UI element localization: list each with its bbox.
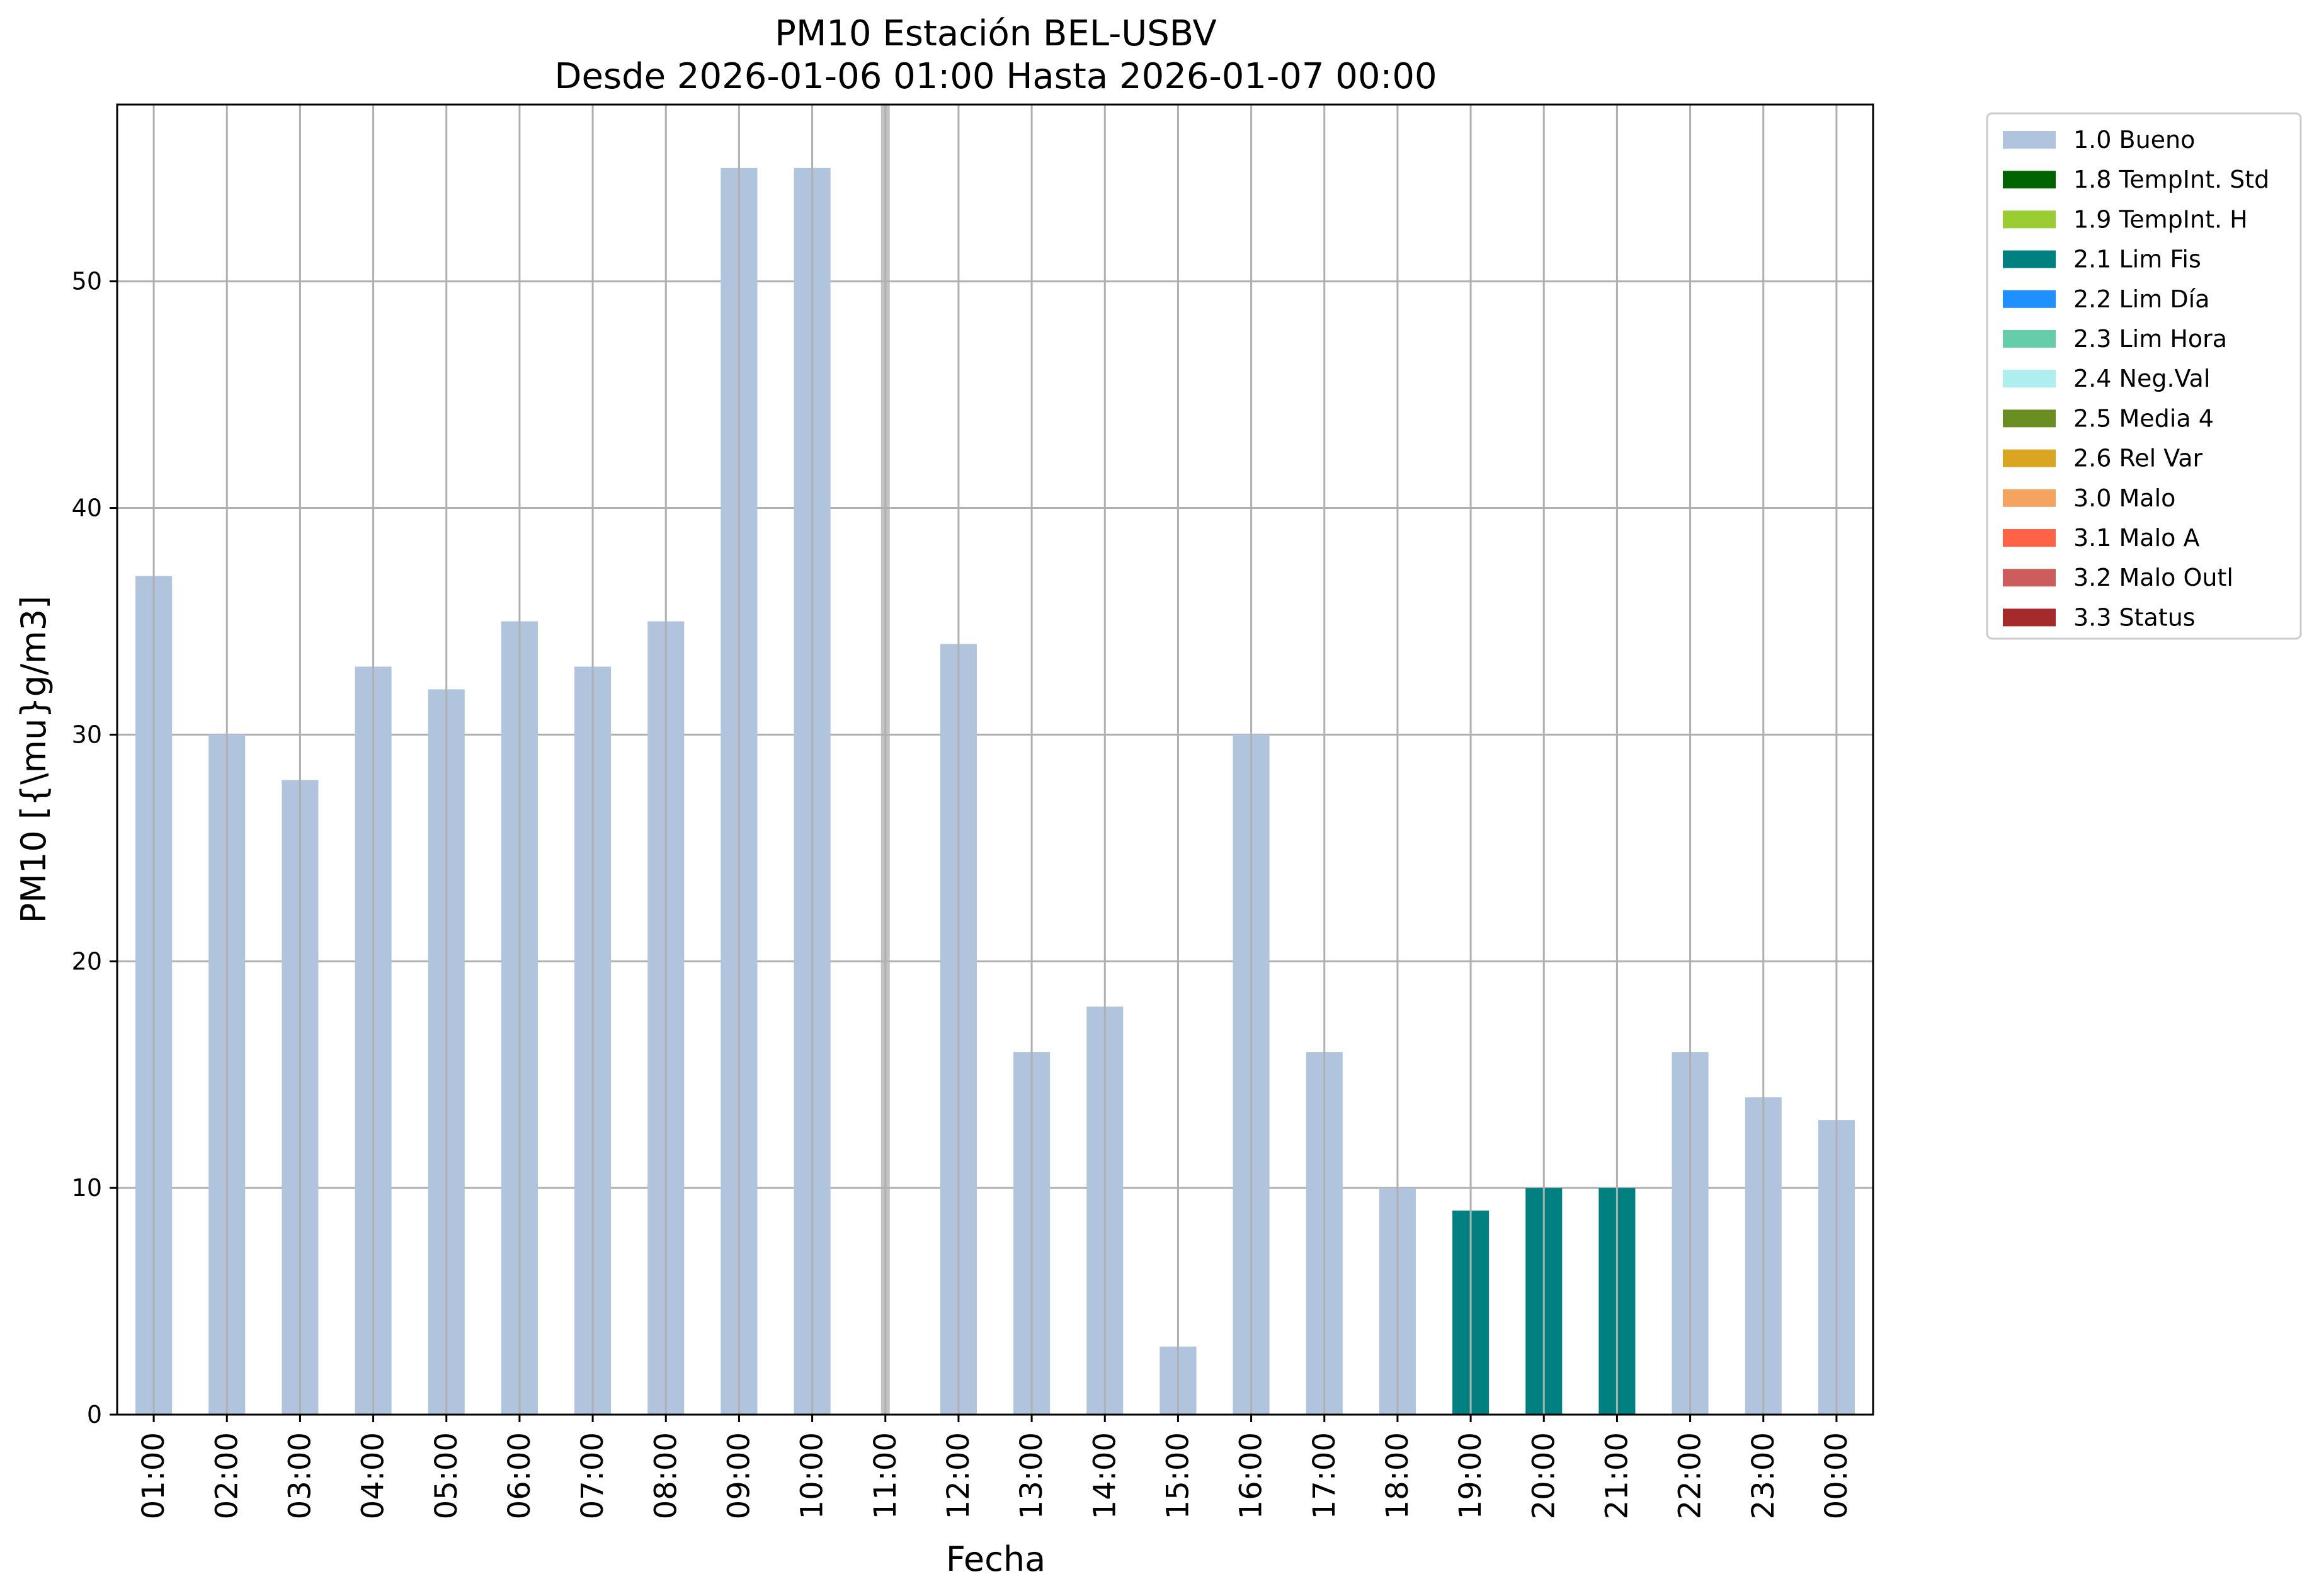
legend-label: 3.3 Status	[2073, 603, 2196, 631]
y-tick-label: 50	[72, 268, 102, 295]
x-tick-label: 12:00	[941, 1432, 976, 1519]
chart-title: PM10 Estación BEL-USBV	[775, 13, 1217, 54]
x-tick-label: 10:00	[795, 1432, 830, 1519]
x-tick-label: 15:00	[1160, 1432, 1195, 1519]
legend-swatch	[2003, 489, 2056, 507]
x-tick-label: 08:00	[648, 1432, 683, 1519]
x-axis-ticks: 01:00 02:00 03:00 04:00 05:00 06:00 07:00 08:00…	[136, 1415, 1854, 1519]
y-axis-ticks: 0 10 20 30 40 50	[72, 268, 117, 1428]
legend-frame	[1986, 112, 2302, 640]
vertical-grid-lines	[152, 105, 1838, 1415]
x-tick-label: 06:00	[502, 1432, 537, 1519]
legend-swatch	[2003, 370, 2056, 388]
legend-swatch	[2003, 330, 2056, 348]
legend-label: 2.6 Rel Var	[2073, 445, 2203, 472]
legend-swatch	[2003, 131, 2056, 149]
legend-label: 3.2 Malo Outl	[2073, 564, 2233, 591]
x-tick-label: 02:00	[209, 1432, 244, 1519]
x-tick-label: 14:00	[1087, 1432, 1122, 1519]
legend-label: 2.1 Lim Fis	[2073, 246, 2201, 273]
x-tick-label: 01:00	[136, 1432, 171, 1519]
legend-swatch	[2003, 250, 2056, 268]
legend-swatch	[2003, 529, 2056, 547]
x-tick-label: 17:00	[1307, 1432, 1342, 1519]
x-tick-label: 00:00	[1819, 1432, 1854, 1519]
x-tick-label: 03:00	[282, 1432, 317, 1519]
x-tick-label: 19:00	[1453, 1432, 1488, 1519]
plot-frame	[116, 103, 1874, 1416]
chart-subtitle: Desde 2026-01-06 01:00 Hasta 2026-01-07 …	[554, 56, 1437, 97]
x-tick-label: 05:00	[429, 1432, 464, 1519]
y-tick-label: 20	[72, 947, 102, 975]
legend-label: 3.1 Malo A	[2073, 524, 2199, 552]
x-tick-label: 04:00	[356, 1432, 391, 1519]
x-tick-label: 20:00	[1526, 1432, 1561, 1519]
x-tick-label: 11:00	[868, 1432, 903, 1519]
legend-label: 2.3 Lim Hora	[2073, 325, 2227, 353]
x-tick-label: 07:00	[575, 1432, 610, 1519]
legend-label: 3.0 Malo	[2073, 484, 2175, 512]
x-tick-label: 23:00	[1746, 1432, 1781, 1519]
legend-swatch	[2003, 210, 2056, 229]
x-tick-label: 18:00	[1380, 1432, 1415, 1519]
y-tick-label: 30	[72, 721, 102, 748]
x-tick-label: 16:00	[1234, 1432, 1269, 1519]
legend-swatch	[2003, 449, 2056, 467]
legend-label: 1.8 TempInt. Std	[2073, 166, 2269, 193]
legend-label: 2.5 Media 4	[2073, 404, 2214, 432]
y-tick-label: 10	[72, 1174, 102, 1202]
legend-swatch	[2003, 409, 2056, 428]
y-tick-label: 40	[72, 494, 102, 522]
x-tick-label: 22:00	[1673, 1432, 1708, 1519]
legend-label: 1.9 TempInt. H	[2073, 205, 2248, 233]
legend-swatch	[2003, 171, 2056, 189]
x-tick-label: 09:00	[721, 1432, 756, 1519]
legend-swatch	[2003, 290, 2056, 308]
x-tick-label: 21:00	[1599, 1432, 1634, 1519]
legend-label: 2.2 Lim Día	[2073, 285, 2209, 313]
x-axis-label: Fecha	[946, 1539, 1046, 1579]
legend-label: 1.0 Bueno	[2073, 126, 2195, 154]
legend-swatch	[2003, 608, 2056, 627]
y-tick-label: 0	[87, 1401, 102, 1428]
y-axis-label: PM10 [{\mu}g/m3]	[14, 596, 54, 923]
x-tick-label: 13:00	[1014, 1432, 1049, 1519]
legend-label: 2.4 Neg.Val	[2073, 365, 2210, 392]
legend: 1.0 Bueno 1.8 TempInt. Std 1.9 TempInt. H 2…	[1986, 112, 2302, 640]
legend-swatch	[2003, 569, 2056, 587]
